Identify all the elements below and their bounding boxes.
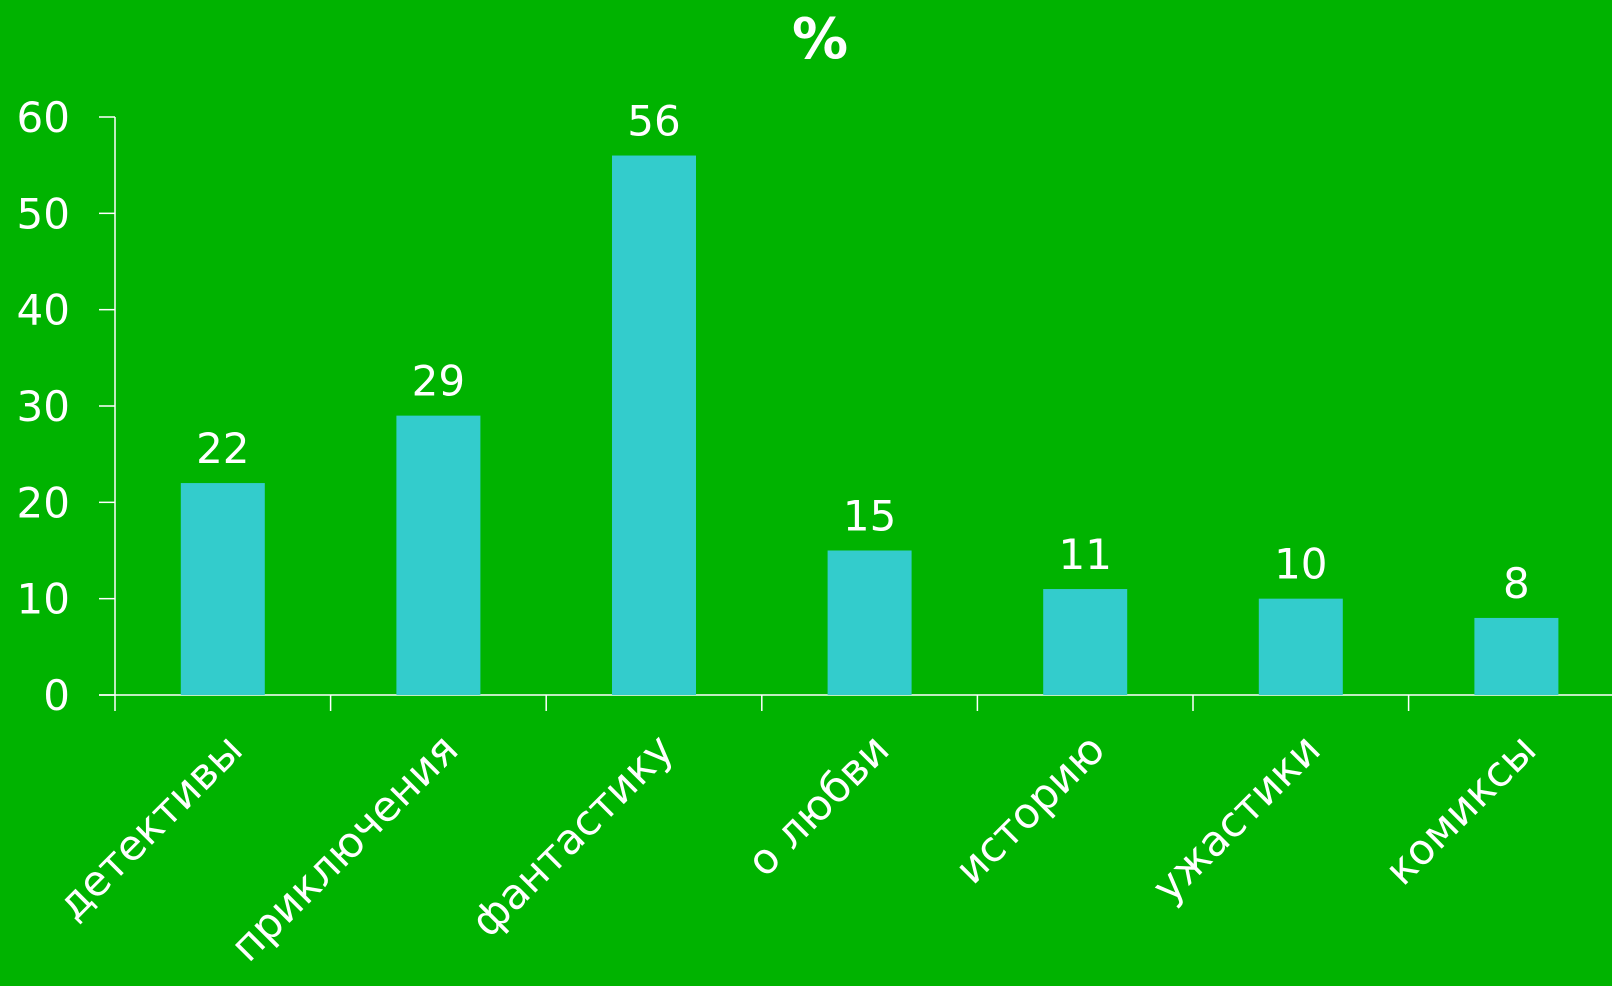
category-label: о любви xyxy=(737,724,898,885)
bar xyxy=(827,550,912,695)
y-tick-label: 10 xyxy=(17,575,70,624)
y-tick-label: 50 xyxy=(17,189,70,238)
data-label: 11 xyxy=(1058,530,1111,579)
category-label: детективы xyxy=(47,724,252,929)
y-tick-label: 20 xyxy=(17,478,70,527)
bar xyxy=(1258,598,1343,695)
y-tick-label: 30 xyxy=(17,382,70,431)
category-label: фантастику xyxy=(461,724,683,946)
axes: 0 10 20 30 40 50 60 xyxy=(17,93,1612,720)
y-tick-label: 40 xyxy=(17,286,70,335)
data-label: 22 xyxy=(196,424,249,473)
bar xyxy=(396,415,481,695)
chart-title: % xyxy=(792,7,848,72)
data-labels: 22 29 56 15 11 10 8 xyxy=(196,97,1530,608)
bar xyxy=(1474,617,1559,695)
bar xyxy=(612,155,696,696)
bars xyxy=(180,155,1559,696)
bar xyxy=(1043,589,1128,695)
category-label: комиксы xyxy=(1375,724,1545,894)
data-label: 15 xyxy=(843,492,896,541)
data-label: 8 xyxy=(1503,559,1530,608)
data-label: 10 xyxy=(1274,540,1327,589)
data-label: 56 xyxy=(627,97,680,146)
y-tick-label: 0 xyxy=(43,671,70,720)
bar xyxy=(180,483,265,695)
category-label: историю xyxy=(945,724,1114,893)
category-label: ужастики xyxy=(1143,724,1330,911)
category-label: приключения xyxy=(221,724,468,971)
y-tick-label: 60 xyxy=(17,93,70,142)
data-label: 29 xyxy=(412,357,465,406)
